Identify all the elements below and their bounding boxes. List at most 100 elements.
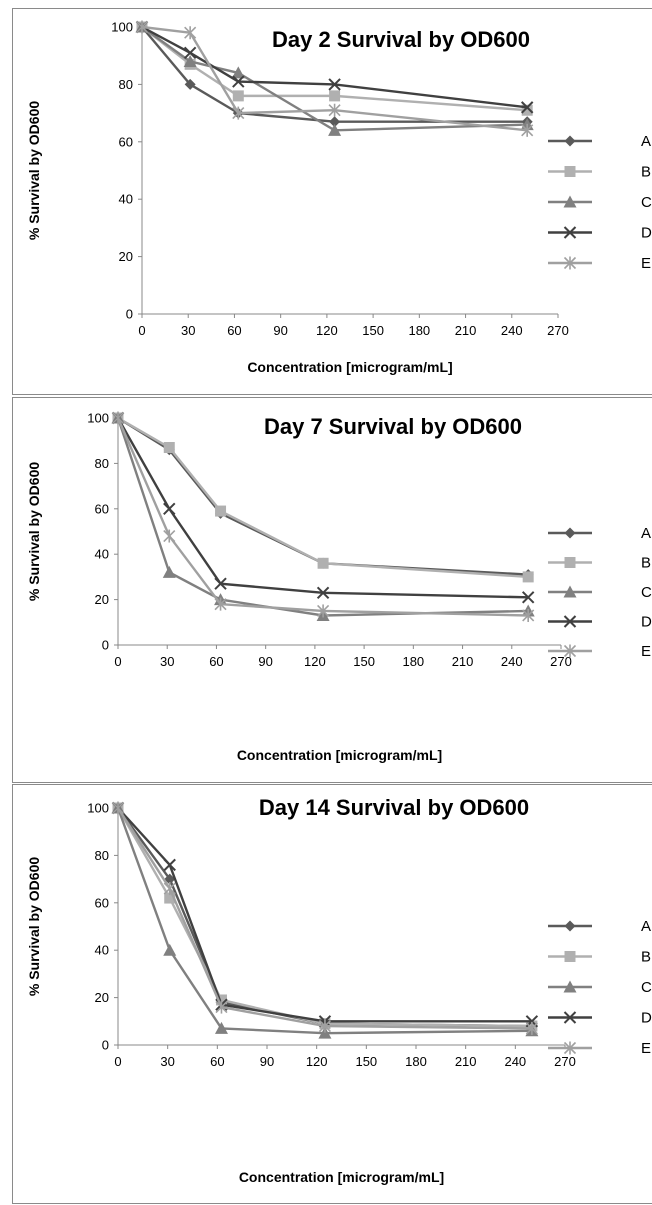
y-tick-label: 80 [95, 456, 109, 471]
legend-item-C: C [548, 584, 652, 601]
x-tick-label: 90 [260, 1054, 274, 1069]
data-point-E [111, 801, 125, 815]
series-E [111, 411, 535, 622]
series-line-C [116, 417, 529, 617]
data-point-C [231, 66, 245, 79]
data-point-E [163, 529, 176, 543]
x-tick-label: 270 [547, 323, 569, 338]
x-axis-label: Concentration [microgram/mL] [247, 359, 452, 375]
x-tick-label: 270 [554, 1054, 576, 1069]
data-point-D [316, 586, 330, 599]
series-line-B [116, 807, 532, 1028]
x-tick-label: 270 [550, 654, 572, 669]
x-tick-label: 180 [402, 654, 424, 669]
legend-label: E [641, 1040, 651, 1057]
series-B [112, 802, 538, 1032]
x-tick-label: 30 [160, 654, 174, 669]
legend-item-E: E [548, 643, 651, 660]
legend-item-B: B [548, 949, 651, 966]
data-point-E [318, 1019, 332, 1033]
legend-marker [563, 615, 577, 628]
data-point-E [522, 608, 535, 622]
data-point-C [214, 1021, 228, 1034]
chart-svg-day-7: 0 20 40 60 80 100 0 30 60 90 120 150 180 210 240 270 Day… [26, 411, 652, 764]
x-tick-label: 0 [114, 654, 121, 669]
x-tick-label: 0 [138, 323, 145, 338]
data-point-A [329, 116, 341, 128]
data-point-B [317, 557, 329, 569]
y-tick-label: 100 [111, 20, 133, 35]
series-line-B [117, 416, 529, 579]
y-tick-label: 80 [95, 848, 109, 863]
legend-item-E: E [548, 1040, 651, 1057]
data-point-B [521, 104, 533, 116]
legend-item-B: B [548, 555, 651, 572]
legend-marker [564, 951, 576, 962]
chart-title: Day 7 Survival by OD600 [264, 414, 522, 439]
legend-marker [563, 980, 577, 993]
data-point-E [232, 106, 245, 120]
data-point-B [215, 505, 227, 517]
legend-item-D: D [548, 225, 652, 242]
x-tick-label: 90 [273, 323, 287, 338]
chart-panel-day-2: 0 20 40 60 80 100 0 30 60 90 120 150 180 210 240 270 Day… [12, 8, 652, 395]
legend-marker [564, 920, 576, 932]
data-point-D [183, 46, 197, 60]
y-axis-label: % Survival by OD600 [26, 101, 42, 241]
legend-item-E: E [548, 255, 651, 272]
legend-label: D [641, 1010, 652, 1027]
series-E [135, 20, 534, 137]
data-point-E [521, 123, 534, 137]
y-tick-label: 0 [126, 307, 133, 322]
y-axis-label: % Survival by OD600 [26, 462, 42, 602]
x-tick-label: 30 [160, 1054, 174, 1069]
legend-marker [563, 1041, 577, 1055]
series-D [111, 801, 539, 1028]
y-tick-label: 20 [95, 990, 109, 1005]
data-point-E [184, 26, 197, 40]
x-tick-label: 240 [504, 1054, 526, 1069]
data-point-C [318, 1026, 332, 1039]
data-point-E [317, 604, 330, 618]
legend-item-C: C [548, 194, 652, 211]
legend-item-A: A [548, 133, 651, 150]
x-tick-label: 240 [501, 323, 523, 338]
legend-label: E [641, 255, 651, 272]
legend-label: C [641, 584, 652, 601]
data-point-D [232, 75, 245, 88]
x-tick-label: 240 [501, 654, 523, 669]
data-point-A [164, 873, 176, 885]
data-point-B [163, 442, 175, 454]
data-point-A [184, 78, 196, 90]
data-point-B [164, 892, 176, 904]
legend-label: C [641, 194, 652, 211]
legend-marker [564, 166, 576, 177]
x-tick-label: 210 [455, 323, 477, 338]
x-tick-label: 120 [316, 323, 338, 338]
data-point-B [232, 90, 244, 102]
y-tick-label: 100 [87, 411, 109, 426]
data-point-C [328, 123, 342, 136]
series-line-E [116, 417, 529, 617]
y-tick-label: 20 [119, 249, 133, 264]
legend-label: D [641, 225, 652, 242]
data-point-E [215, 1000, 228, 1014]
y-tick-label: 20 [95, 592, 109, 607]
data-point-C [183, 54, 197, 67]
legend-label: D [641, 614, 652, 631]
y-tick-label: 40 [95, 547, 109, 562]
series-A [112, 802, 538, 1032]
data-point-D [163, 858, 176, 872]
y-tick-label: 0 [102, 638, 109, 653]
legend-label: B [641, 555, 651, 572]
legend-label: C [641, 979, 652, 996]
legend-label: A [641, 525, 651, 542]
x-tick-label: 60 [209, 654, 223, 669]
x-axis-label: Concentration [microgram/mL] [237, 747, 442, 763]
data-point-D [521, 591, 535, 604]
data-point-C [162, 565, 176, 578]
y-tick-label: 0 [102, 1038, 109, 1053]
x-tick-label: 60 [227, 323, 241, 338]
legend-label: B [641, 949, 651, 966]
data-point-D [520, 101, 534, 114]
